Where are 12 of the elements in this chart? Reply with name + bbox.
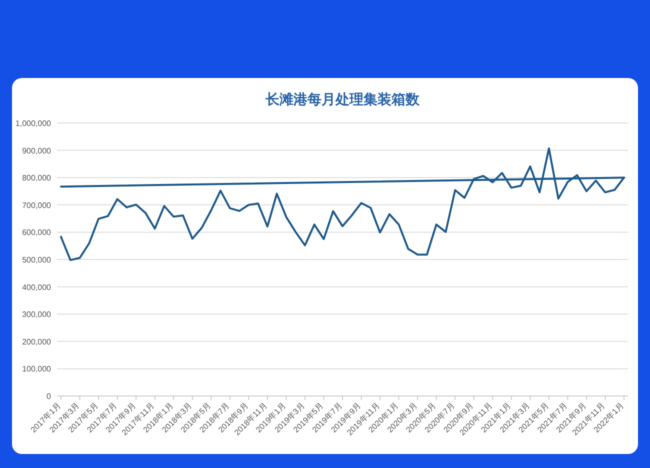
y-tick-label: 1,000,000 <box>15 119 52 128</box>
y-tick-label: 900,000 <box>22 146 52 156</box>
y-tick-label: 300,000 <box>22 310 52 320</box>
y-tick-label: 100,000 <box>22 364 52 374</box>
y-tick-label: 800,000 <box>22 174 52 183</box>
chart-title: 长滩港每月处理集装箱数 <box>264 91 420 107</box>
y-tick-label: 500,000 <box>22 256 52 264</box>
y-tick-label: 600,000 <box>22 228 52 238</box>
y-tick-label: 700,000 <box>22 200 52 210</box>
y-tick-label: 400,000 <box>22 282 52 292</box>
y-tick-label: 0 <box>46 392 52 401</box>
y-tick-label: 200,000 <box>22 337 52 346</box>
